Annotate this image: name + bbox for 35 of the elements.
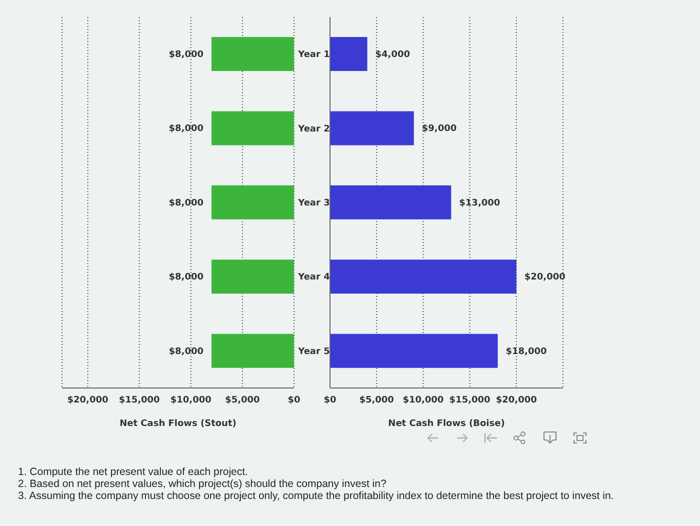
data-label: $4,000 <box>375 50 410 60</box>
y-tick-label: Year 2 <box>297 124 330 134</box>
x-axis-title: Net Cash Flows (Stout) <box>120 419 236 429</box>
data-label: $8,000 <box>168 124 204 134</box>
x-tick-label: $5,000 <box>225 395 260 406</box>
x-tick-label: $10,000 <box>402 395 444 406</box>
y-tick-label: Year 4 <box>297 272 330 283</box>
data-label: $9,000 <box>422 124 457 134</box>
bar <box>330 260 516 294</box>
data-label: $20,000 <box>524 272 566 283</box>
y-tick-label: Year 5 <box>297 346 330 357</box>
text: 3. Assuming the company must choose one project only, compute the profitability index to determine the best project to invest in. <box>18 490 614 502</box>
bar <box>330 37 368 72</box>
x-axis-title: Net Cash Flows (Boise) <box>388 419 505 429</box>
data-label: $18,000 <box>506 346 547 357</box>
x-tick-label: $0 <box>324 395 336 406</box>
data-label: $13,000 <box>459 198 500 208</box>
bar <box>330 111 414 146</box>
x-tick-label: $10,000 <box>170 395 212 406</box>
x-tick-label: $5,000 <box>359 395 394 406</box>
y-tick-label: Year 3 <box>297 198 330 208</box>
x-tick-label: $15,000 <box>449 395 490 406</box>
bar <box>330 334 498 368</box>
y-tick-label: Year 1 <box>297 50 330 60</box>
bar <box>330 185 452 220</box>
data-label: $8,000 <box>168 50 204 60</box>
x-tick-label: $20,000 <box>67 395 108 406</box>
x-tick-label: $15,000 <box>118 395 160 406</box>
data-label: $8,000 <box>168 198 204 208</box>
text: 2. Based on net present values, which project(s) should the company invest in? <box>18 478 388 490</box>
text: 1. Compute the net present value of each project. <box>18 466 249 478</box>
data-label: $8,000 <box>168 272 204 283</box>
x-tick-label: $0 <box>288 395 300 406</box>
x-tick-label: $20,000 <box>496 395 537 406</box>
data-label: $8,000 <box>168 346 204 357</box>
